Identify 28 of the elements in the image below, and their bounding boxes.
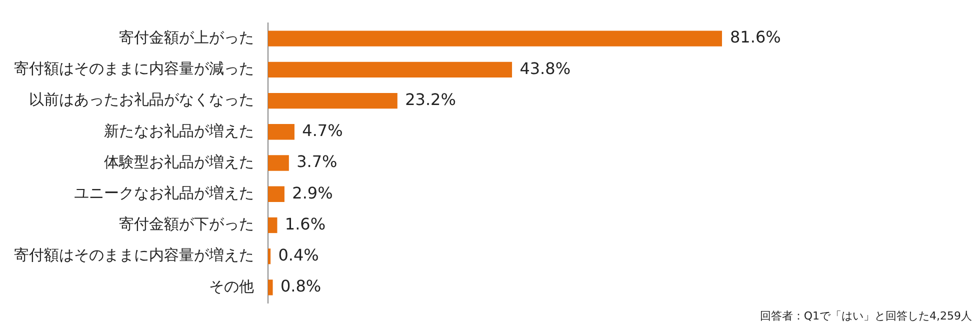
data-label: 23.2% bbox=[405, 90, 456, 109]
data-label: 2.9% bbox=[292, 183, 333, 202]
y-tick-label: 寄付金額が上がった bbox=[119, 28, 254, 46]
y-tick-label: 以前はあったお礼品がなくなった bbox=[29, 90, 254, 109]
bar bbox=[268, 30, 722, 46]
y-tick-label: 新たなお礼品が増えた bbox=[104, 122, 254, 140]
y-tick-label: ユニークなお礼品が増えた bbox=[74, 184, 254, 202]
data-label: 0.4% bbox=[278, 245, 319, 264]
data-label: 0.8% bbox=[280, 276, 322, 296]
bar bbox=[268, 124, 294, 140]
data-label: 1.6% bbox=[284, 214, 326, 234]
data-label: 3.7% bbox=[296, 152, 338, 172]
y-tick-label: 体験型お礼品が増えた bbox=[104, 152, 254, 171]
y-tick-label: 寄付額はそのままに内容量が減った bbox=[14, 60, 254, 78]
text: 回答者：Q1で「はい」と回答した4,259人 bbox=[760, 309, 972, 322]
y-tick-label: 寄付額はそのままに内容量が増えた bbox=[14, 246, 254, 264]
bar bbox=[268, 62, 512, 78]
data-label: 81.6% bbox=[730, 28, 781, 47]
bar bbox=[268, 248, 271, 264]
bar bbox=[268, 280, 273, 296]
data-label: 43.8% bbox=[520, 58, 571, 78]
bar bbox=[268, 92, 398, 109]
y-tick-label: 寄付金額が下がった bbox=[119, 215, 254, 234]
bar bbox=[268, 186, 284, 202]
data-label: 4.7% bbox=[302, 121, 343, 140]
y-tick-label: その他 bbox=[209, 277, 254, 296]
bar bbox=[268, 155, 289, 171]
bar bbox=[268, 217, 278, 234]
